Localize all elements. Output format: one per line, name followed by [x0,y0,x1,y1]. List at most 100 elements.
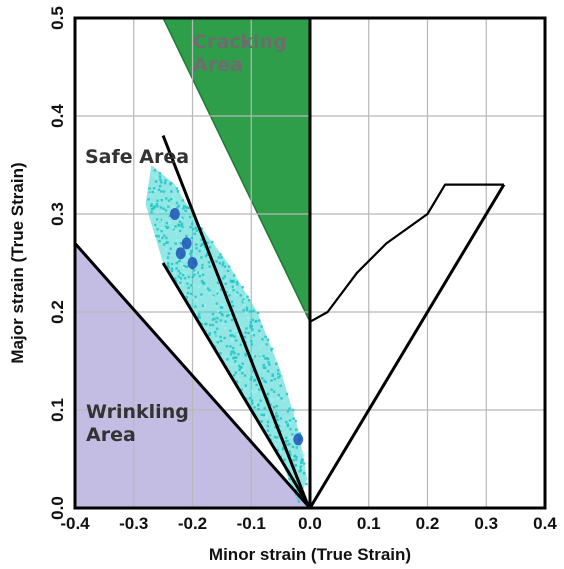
safe-point [274,443,277,446]
safe-point [298,467,302,470]
safe-point [170,269,174,272]
safe-point [233,374,236,377]
safe-point [232,280,235,283]
safe-point [285,420,288,424]
flc-curve-line [309,183,504,323]
y-tick-label: 0.0 [48,496,67,520]
safe-point [233,335,236,338]
safe-point [242,298,245,302]
x-tick-label: 0.2 [416,514,440,533]
x-tick-label: 0.0 [298,514,322,533]
safe-point [234,293,238,296]
safe-point [150,211,153,214]
safe-point [188,255,191,258]
safe-point [266,429,270,432]
safe-point [233,352,236,355]
safe-point [155,202,159,206]
safe-point [294,464,298,467]
safe-point [189,251,192,255]
safe-point [152,225,155,229]
safe-point [235,380,238,383]
safe-point [198,274,201,278]
safe-point [158,175,162,178]
safe-point [297,462,300,466]
safe-point [208,332,211,335]
safe-point [225,345,229,348]
safe-point [190,255,193,258]
safe-point [191,275,195,279]
safe-point [194,305,197,308]
safe-point [216,289,219,292]
safe-point [289,427,292,431]
safe-point [282,446,285,449]
safe-point [208,333,211,336]
safe-point [219,352,222,355]
safe-point [275,362,278,365]
safe-point [216,281,220,284]
safe-point [152,207,155,210]
safe-point [243,335,246,339]
safe-point [267,361,270,364]
safe-point [286,439,289,443]
safe-point [150,208,154,211]
safe-point [264,380,267,384]
safe-point [256,404,260,407]
safe-point [223,265,227,268]
safe-point [280,397,283,400]
safe-point [207,261,211,264]
safe-point [189,292,193,295]
safe-point [234,371,238,374]
safe-point [149,192,152,196]
safe-point [226,358,229,361]
safe-point [300,460,303,463]
safe-area-label: Safe Area [85,146,189,168]
safe-point [164,179,167,182]
safe-point [218,313,221,316]
safe-point [224,362,227,365]
x-tick-label: -0.1 [237,514,266,533]
safe-point [200,296,203,299]
safe-point [187,251,190,254]
safe-point [194,226,198,230]
safe-point [198,262,201,266]
safe-point [187,280,190,283]
safe-point [241,344,244,347]
safe-point [263,407,266,410]
safe-point [163,181,167,185]
safe-point [216,292,219,295]
safe-point [230,277,233,281]
safe-point [232,357,235,360]
safe-point [174,193,177,196]
safe-point [206,287,210,290]
safe-point [245,306,249,310]
safe-point [159,206,163,209]
safe-point [258,319,261,322]
safe-point [223,275,226,278]
safe-point [195,299,199,302]
safe-point [180,263,183,266]
safe-point [213,317,216,320]
safe-point [241,286,244,289]
safe-point [247,299,251,302]
safe-point [208,246,212,249]
safe-point [208,265,211,268]
safe-point [240,366,243,369]
safe-point [232,288,235,292]
safe-point [230,318,234,322]
safe-point [153,205,157,208]
safe-point [158,239,161,243]
safe-point [285,392,289,396]
safe-point [150,216,154,219]
dense-point-cluster [293,433,304,446]
safe-point [229,345,232,348]
safe-point [238,364,241,367]
safe-point [299,469,303,472]
safe-point [167,264,170,268]
safe-point [292,419,295,423]
safe-point [175,262,178,265]
safe-point [282,422,286,426]
safe-point [183,265,186,268]
safe-point [278,438,281,442]
safe-point [301,467,305,470]
safe-point [219,306,223,309]
